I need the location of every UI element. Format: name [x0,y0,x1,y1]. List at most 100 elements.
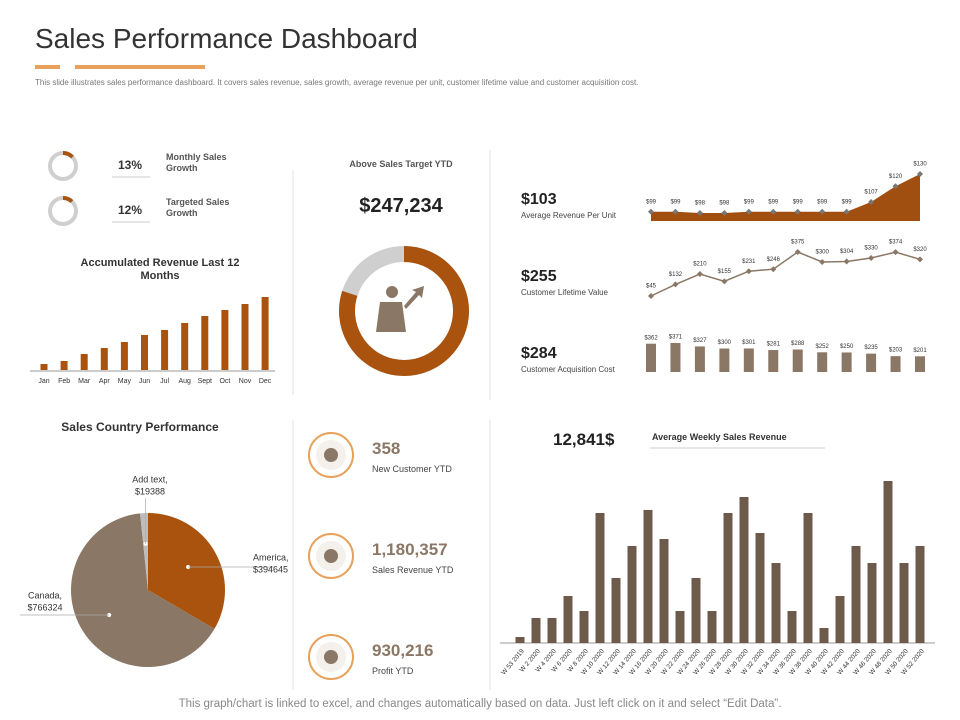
value-label: $304 [840,249,854,255]
bar [531,618,541,643]
bar [670,343,681,372]
value-label: $235 [864,345,878,351]
pie-value: $19388 [135,486,165,496]
metric-value: $284 [521,345,557,362]
bar [915,546,925,643]
marker [721,210,728,216]
marker [794,208,801,215]
marker [696,271,703,277]
kpi-label: Sales Revenue YTD [372,565,454,575]
value-label: $281 [767,342,781,348]
bar [743,348,754,372]
x-tick-label: Feb [58,378,70,385]
bar [579,611,589,643]
marker [819,259,826,265]
target-icon [376,286,424,332]
bar [771,563,781,643]
value-label: $99 [744,199,755,205]
kpi-value: 930,216 [372,641,434,660]
bar [675,611,685,643]
marker [819,208,826,215]
x-tick-label: Oct [219,378,230,385]
x-tick-label: Jul [160,378,169,385]
value-label: $201 [913,348,927,354]
marker [770,266,777,273]
value-label: $250 [840,344,854,350]
bar [241,304,249,370]
value-label: $300 [816,250,830,256]
marker [868,199,875,206]
value-label: $246 [767,257,781,263]
bar [547,618,557,643]
bar [835,596,845,643]
metric-name: Average Revenue Per Unit [521,211,617,220]
kpi-icon-glyph [324,650,338,664]
chart-title: Sales Country Performance [61,420,219,434]
bar [890,356,901,372]
value-label: $99 [793,199,804,205]
marker [770,208,777,215]
bar [141,335,148,370]
value-label: $300 [718,340,732,346]
bar [899,563,909,643]
x-tick-label: Nov [239,378,252,385]
bar [595,513,605,643]
bar [643,510,653,643]
chart-title: Accumulated Revenue Last 12 Months [80,257,240,283]
bar [803,513,813,643]
bar [851,546,861,643]
bar [694,346,705,372]
marker [892,183,899,190]
bar [120,342,128,370]
pie-slice [148,513,225,629]
value-label: $99 [670,199,681,205]
value-label: $362 [644,335,658,341]
bar [915,356,925,372]
subtitle: This slide illustrates sales performance… [35,78,639,87]
value-label: $327 [693,338,707,344]
bar [719,348,730,372]
value-label: $99 [842,199,853,205]
bar [723,513,733,643]
metric-name: Customer Acquisition Cost [521,365,615,374]
bar [707,611,717,643]
bar [646,343,656,372]
value-label: $132 [669,272,683,278]
marker [917,256,923,263]
x-tick-label: Dec [259,378,272,385]
bar [627,546,637,643]
pie-slice [70,513,215,668]
marker [868,255,875,261]
value-label: $99 [768,199,779,205]
marker [696,210,703,216]
weekly-title: Average Weekly Sales Revenue [652,432,787,442]
bar [40,364,48,370]
pie-value: $394645 [253,564,288,574]
weekly-amount: 12,841$ [553,430,615,449]
bar [201,316,209,370]
x-tick-label: Mar [78,378,91,385]
marker [843,208,850,215]
pie-label: Add text, [132,474,168,484]
value-label: $252 [816,344,830,350]
value-label: $375 [791,240,805,246]
x-tick-label: May [118,378,132,385]
bar [261,297,269,370]
x-tick-label: Jun [139,378,150,385]
pie-label: Canada, [28,590,62,600]
value-label: $301 [742,340,756,346]
metric-name: Customer Lifetime Value [521,288,608,297]
pie-label: America, [253,552,289,562]
value-label: $371 [669,335,683,341]
value-label: $155 [718,269,732,275]
value-label: $374 [889,240,903,246]
line [650,251,921,297]
bar [563,596,573,643]
marker [843,258,850,265]
metric-value: $255 [521,268,557,285]
bar [787,611,797,643]
target-amount: $247,234 [359,195,443,217]
pie-value: $766324 [27,602,62,612]
